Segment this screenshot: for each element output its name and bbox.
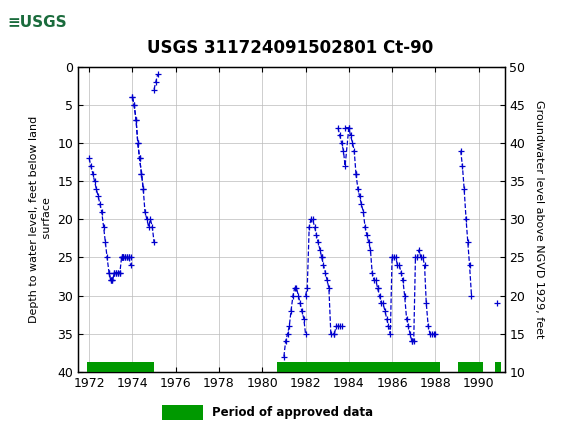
Bar bbox=[88, 362, 154, 372]
Bar bbox=[5, 3, 63, 42]
Text: ≡USGS: ≡USGS bbox=[8, 15, 67, 30]
Bar bbox=[495, 362, 501, 372]
Y-axis label: Groundwater level above NGVD 1929, feet: Groundwater level above NGVD 1929, feet bbox=[534, 100, 544, 338]
Y-axis label: Depth to water level, feet below land
 surface: Depth to water level, feet below land su… bbox=[29, 116, 52, 323]
Bar bbox=[458, 362, 483, 372]
Bar bbox=[162, 405, 203, 421]
Text: USGS 311724091502801 Ct-90: USGS 311724091502801 Ct-90 bbox=[147, 39, 433, 57]
Text: Period of approved data: Period of approved data bbox=[212, 406, 373, 419]
Bar bbox=[277, 362, 440, 372]
